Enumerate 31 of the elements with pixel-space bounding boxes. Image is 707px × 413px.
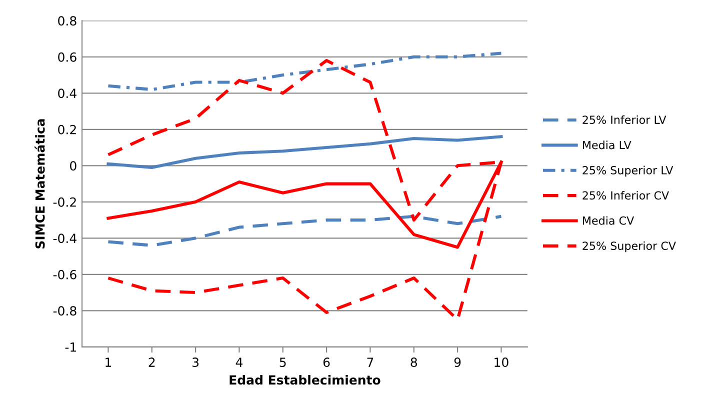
y-axis-title: SIMCE Matemática [34, 119, 45, 248]
x-tick-label: 5 [280, 358, 286, 368]
y-tick-label: 0.6 [58, 52, 76, 62]
x-tick-label: 9 [454, 358, 461, 368]
y-tick-label: -1 [65, 342, 76, 352]
x-tick-label: 4 [236, 358, 242, 367]
y-tick-label: 0.2 [58, 124, 76, 134]
x-tick-label: 2 [148, 358, 155, 367]
legend-label: 25% Superior CV [582, 241, 676, 252]
legend-label: 25% Inferior CV [582, 191, 669, 200]
y-tick-label: -0.6 [53, 270, 76, 280]
x-axis-title: Edad Establecimiento [230, 374, 380, 385]
x-tick-label: 7 [367, 358, 374, 367]
legend-label: Media LV [582, 140, 632, 150]
y-tick-label: 0.8 [58, 16, 76, 26]
y-tick-label: -0.8 [53, 306, 76, 316]
line-series [106, 52, 503, 92]
x-tick-label: 8 [410, 358, 418, 368]
y-tick-label: -0.4 [53, 234, 76, 244]
legend-label: 25% Inferior LV [582, 115, 666, 124]
y-tick-label: -0.2 [53, 197, 76, 207]
y-tick-label: 0.4 [58, 88, 76, 98]
line-series [106, 135, 503, 169]
legend-label: Media CV [582, 216, 634, 225]
x-tick-label: 1 [106, 358, 112, 367]
x-tick-label: 6 [323, 358, 330, 368]
line-series [106, 214, 503, 247]
x-tick-label: 10 [494, 358, 508, 368]
legend-label: 25% Superior LV [582, 166, 674, 177]
x-tick-label: 3 [192, 358, 199, 368]
y-tick-label: 0 [70, 161, 76, 171]
